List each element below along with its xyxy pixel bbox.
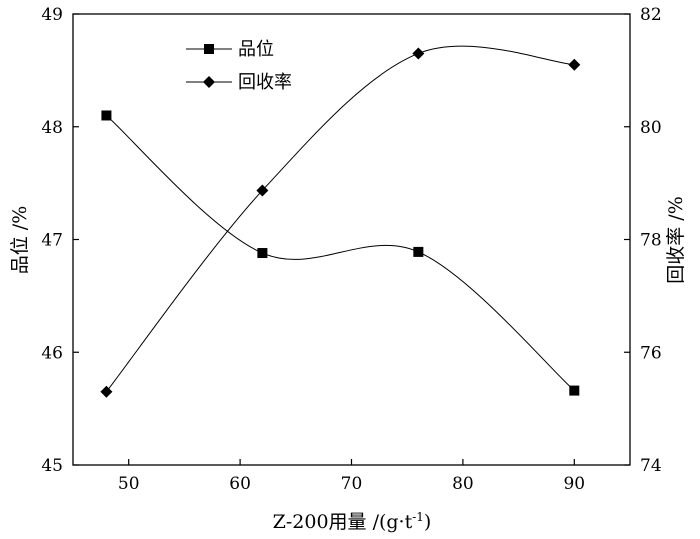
- y-left-tick-label: 46: [41, 343, 63, 363]
- legend-label-grade: 品位: [238, 39, 274, 60]
- data-point-square: [101, 110, 112, 121]
- y-right-tick-label: 76: [640, 343, 662, 363]
- x-axis-title: Z-200用量 /(g·t-1): [273, 510, 432, 533]
- series-layer: [100, 45, 581, 398]
- y-right-tick-label: 82: [640, 5, 662, 25]
- plot-frame: [72, 13, 631, 466]
- y-right-tick-label: 74: [640, 456, 662, 476]
- x-tick-label: 80: [452, 474, 474, 494]
- series-line-1: [106, 45, 575, 393]
- data-point-diamond: [100, 385, 113, 398]
- y-right-tick-label: 80: [640, 118, 662, 138]
- legend: 品位 回收率: [186, 39, 292, 93]
- y-right-tick-label: 78: [640, 231, 662, 251]
- y-axis-title-left: 品位 /%: [9, 206, 31, 275]
- data-point-square: [413, 246, 424, 257]
- x-tick-label: 60: [229, 474, 251, 494]
- data-point-diamond: [256, 184, 269, 197]
- y-axis-title-right: 回收率 /%: [665, 196, 687, 284]
- legend-label-recovery: 回收率: [238, 72, 292, 93]
- data-point-square: [257, 248, 268, 259]
- x-tick-label: 70: [341, 474, 363, 494]
- data-point-diamond: [568, 58, 581, 71]
- y-left-tick-label: 49: [41, 5, 63, 25]
- tick-marks: 50 60 70 80 90 45 46 47 48 49 74 76 78 80 82: [41, 5, 661, 494]
- series-line-0: [106, 115, 575, 391]
- y-left-tick-label: 48: [41, 118, 63, 138]
- legend-marker-square: [204, 44, 214, 54]
- y-left-tick-label: 45: [41, 456, 63, 476]
- x-tick-label: 50: [118, 474, 140, 494]
- y-left-tick-label: 47: [41, 231, 63, 251]
- x-tick-label: 90: [563, 474, 585, 494]
- data-point-diamond: [412, 47, 425, 60]
- legend-marker-diamond: [203, 76, 215, 88]
- data-point-square: [569, 385, 580, 396]
